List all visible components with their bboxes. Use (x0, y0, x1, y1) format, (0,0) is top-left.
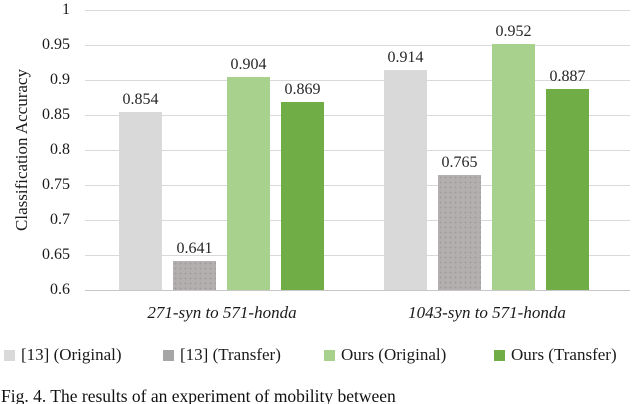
bar-value-label: 0.914 (387, 49, 424, 67)
legend-label: Ours (Original) (341, 345, 447, 364)
gridline (85, 115, 630, 116)
y-tick-label: 0.85 (42, 106, 70, 123)
gridline (85, 80, 630, 81)
y-tick-label: 0.9 (50, 71, 70, 88)
bar-value-label: 0.854 (122, 91, 159, 109)
y-tick-label: 0.8 (50, 141, 70, 158)
category-label: 1043-syn to 571-honda (408, 303, 566, 322)
bar-value-label: 0.765 (441, 153, 478, 171)
y-tick-label: 0.65 (42, 246, 70, 263)
bar (119, 112, 162, 290)
legend-label: [13] (Transfer) (180, 345, 281, 364)
bar-value-label: 0.904 (230, 56, 267, 74)
figure-caption: Fig. 4. The results of an experiment of … (1, 386, 396, 404)
bar-value-label: 0.641 (176, 240, 213, 258)
legend-swatch-icon (494, 350, 505, 361)
gridline (85, 255, 630, 256)
gridline (85, 150, 630, 151)
legend-label: [13] (Original) (21, 345, 122, 364)
bar (281, 101, 324, 290)
gridline (85, 45, 630, 46)
bar-value-label: 0.952 (495, 22, 532, 40)
y-tick-label: 0.7 (50, 211, 70, 228)
legend: [13] (Original) [13] (Transfer) Ours (Orig… (0, 344, 640, 366)
x-axis-line (85, 290, 630, 291)
bar-chart: Classification Accuracy 1 0.95 0.9 0.85 0.8 0… (12, 1, 630, 322)
y-tick-label: 0.95 (42, 36, 70, 53)
legend-item: [13] (Original) (4, 344, 122, 366)
bar (227, 77, 270, 290)
gridline (85, 10, 630, 11)
bar-value-label: 0.869 (284, 80, 321, 98)
bar-value-label: 0.887 (549, 68, 586, 86)
y-tick-label: 1 (62, 1, 70, 18)
legend-item: Ours (Original) (324, 344, 446, 366)
legend-swatch-icon (163, 350, 174, 361)
gridline (85, 220, 630, 221)
legend-item: [13] (Transfer) (163, 344, 281, 366)
gridline (85, 185, 630, 186)
bar (173, 261, 216, 290)
legend-item: Ours (Transfer) (494, 344, 617, 366)
legend-swatch-icon (324, 350, 335, 361)
bar (492, 43, 535, 290)
bar (384, 70, 427, 290)
bar (546, 89, 589, 290)
y-tick-label: 0.6 (50, 281, 70, 298)
legend-swatch-icon (4, 350, 15, 361)
category-label: 271-syn to 571-honda (147, 303, 297, 322)
legend-label: Ours (Transfer) (511, 345, 617, 364)
bar (438, 174, 481, 290)
y-tick-label: 0.75 (42, 176, 70, 193)
